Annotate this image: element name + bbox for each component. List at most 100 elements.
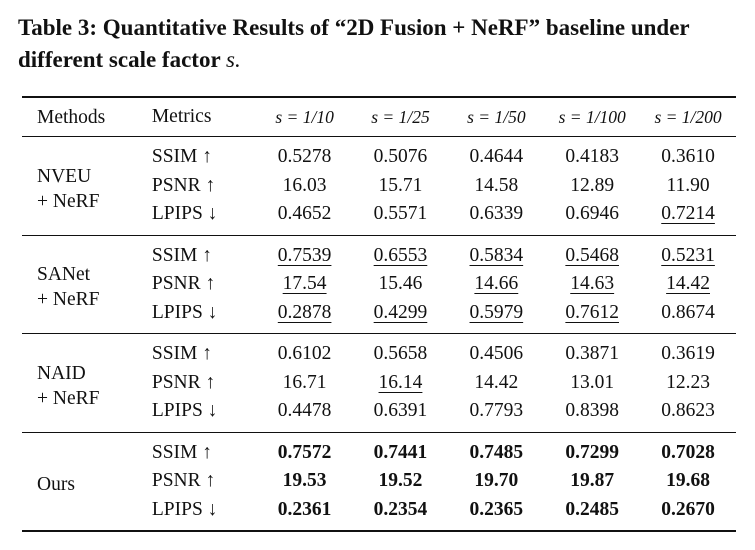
- method-group: NVEU + NeRF SSIM ↑ 0.5278 0.5076 0.4644 0.4183…: [22, 137, 736, 235]
- value-cell: 0.7572: [257, 432, 353, 467]
- value-cell: 16.03: [257, 172, 353, 201]
- metric-cell: LPIPS ↓: [151, 498, 218, 520]
- value-text: 0.2354: [373, 498, 428, 520]
- value-text: 0.6339: [469, 203, 524, 225]
- value-text: 0.4644: [469, 146, 524, 168]
- value-cell: 14.42: [640, 270, 736, 299]
- value-text: 0.7485: [469, 441, 524, 463]
- value-cell: 12.23: [640, 369, 736, 398]
- value-text: 15.46: [378, 273, 423, 295]
- table-row: PSNR ↑ 19.53 19.52 19.70 19.87 19.68: [22, 467, 736, 496]
- metric-cell: SSIM ↑: [151, 343, 212, 365]
- value-cell: 0.6102: [257, 334, 353, 369]
- column-header: Methods: [22, 96, 152, 137]
- value-text: 16.71: [282, 371, 327, 393]
- value-cell: 0.6339: [448, 200, 544, 235]
- value-text: 0.7793: [469, 400, 524, 422]
- column-header: s = 1/50: [448, 96, 545, 137]
- value-cell: 19.52: [353, 467, 449, 496]
- table-row: LPIPS ↓ 0.4652 0.5571 0.6339 0.6946 0.7214: [22, 200, 736, 235]
- value-cell: 0.7539: [257, 235, 353, 270]
- value-text: 0.3619: [661, 343, 715, 365]
- value-cell: 11.90: [640, 172, 736, 201]
- value-text: 0.7299: [565, 441, 619, 463]
- value-text: 0.7539: [277, 244, 332, 266]
- value-cell: 0.3619: [640, 334, 736, 369]
- value-cell: 0.3610: [640, 137, 736, 172]
- column-header: s = 1/200: [640, 96, 736, 137]
- value-text: 0.7572: [277, 441, 332, 463]
- value-text: 0.5834: [469, 244, 524, 266]
- value-text: 0.5979: [469, 301, 524, 323]
- caption-text: Quantitative Results of “2D Fusion + NeR…: [18, 15, 690, 72]
- table-row: NVEU + NeRF SSIM ↑ 0.5278 0.5076 0.4644 0.4183…: [22, 137, 736, 212]
- value-cell: 0.2361: [257, 496, 353, 532]
- method-name: + NeRF: [37, 289, 100, 311]
- value-cell: 0.4183: [544, 137, 640, 172]
- table-header: Methods Metrics s = 1/10 s = 1/25 s = 1/50 s …: [22, 96, 736, 137]
- value-cell: 0.4506: [448, 334, 544, 369]
- value-text: 0.4506: [469, 343, 524, 365]
- metric-cell: LPIPS ↓: [151, 301, 218, 323]
- value-cell: 0.7441: [353, 432, 449, 467]
- caption-label: Table 3:: [18, 15, 98, 40]
- value-cell: 0.5468: [544, 235, 640, 270]
- value-cell: 16.71: [257, 369, 353, 398]
- value-cell: 0.4478: [257, 397, 353, 432]
- metric-cell: PSNR ↑: [151, 371, 216, 393]
- value-text: 11.90: [666, 174, 710, 196]
- value-text: 16.03: [282, 174, 327, 196]
- caption-variable: s.: [226, 47, 241, 72]
- table-row: LPIPS ↓ 0.2878 0.4299 0.5979 0.7612 0.8674: [22, 299, 736, 334]
- metric-cell: PSNR ↑: [151, 470, 216, 492]
- value-text: 14.66: [474, 273, 519, 295]
- value-cell: 0.2878: [257, 299, 353, 334]
- value-cell: 0.5278: [257, 137, 353, 172]
- value-text: 14.42: [666, 273, 710, 295]
- value-text: 0.4652: [277, 203, 332, 225]
- value-text: 14.58: [474, 174, 519, 196]
- table-row: PSNR ↑ 16.03 15.71 14.58 12.89 11.90: [22, 172, 736, 201]
- value-text: 19.52: [378, 470, 423, 492]
- value-cell: 0.5571: [353, 200, 449, 235]
- value-cell: 15.46: [353, 270, 449, 299]
- value-cell: 14.63: [544, 270, 640, 299]
- value-cell: 0.2354: [353, 496, 449, 532]
- value-text: 15.71: [378, 174, 423, 196]
- value-text: 0.5231: [661, 244, 715, 266]
- value-text: 0.2878: [277, 301, 332, 323]
- value-cell: 0.7612: [544, 299, 640, 334]
- value-cell: 0.8398: [544, 397, 640, 432]
- value-text: 0.8623: [661, 400, 715, 422]
- value-cell: 16.14: [353, 369, 449, 398]
- value-cell: 0.4299: [353, 299, 449, 334]
- table-row: NAID + NeRF SSIM ↑ 0.6102 0.5658 0.4506 0.3871…: [22, 334, 736, 409]
- table-row: LPIPS ↓ 0.4478 0.6391 0.7793 0.8398 0.8623: [22, 397, 736, 432]
- value-cell: 0.7793: [448, 397, 544, 432]
- value-cell: 19.87: [544, 467, 640, 496]
- value-cell: 0.2365: [448, 496, 544, 532]
- value-text: 19.70: [474, 470, 519, 492]
- value-text: 0.7612: [565, 301, 619, 323]
- value-text: 12.89: [570, 174, 615, 196]
- value-text: 0.4478: [277, 400, 332, 422]
- value-text: 17.54: [282, 273, 327, 295]
- metric-cell: SSIM ↑: [151, 441, 212, 463]
- value-cell: 14.42: [448, 369, 544, 398]
- value-cell: 0.4652: [257, 200, 353, 235]
- value-cell: 0.8674: [640, 299, 736, 334]
- value-cell: 0.4644: [448, 137, 544, 172]
- value-cell: 0.7028: [640, 432, 736, 467]
- value-text: 0.2670: [661, 498, 715, 520]
- table-row: PSNR ↑ 16.71 16.14 14.42 13.01 12.23: [22, 369, 736, 398]
- value-cell: 0.6946: [544, 200, 640, 235]
- value-cell: 19.68: [640, 467, 736, 496]
- value-cell: 0.6553: [353, 235, 449, 270]
- table-row: PSNR ↑ 17.54 15.46 14.66 14.63 14.42: [22, 270, 736, 299]
- value-cell: 19.70: [448, 467, 544, 496]
- value-cell: 15.71: [353, 172, 449, 201]
- value-cell: 0.5231: [640, 235, 736, 270]
- value-cell: 14.66: [448, 270, 544, 299]
- value-text: 19.53: [282, 470, 327, 492]
